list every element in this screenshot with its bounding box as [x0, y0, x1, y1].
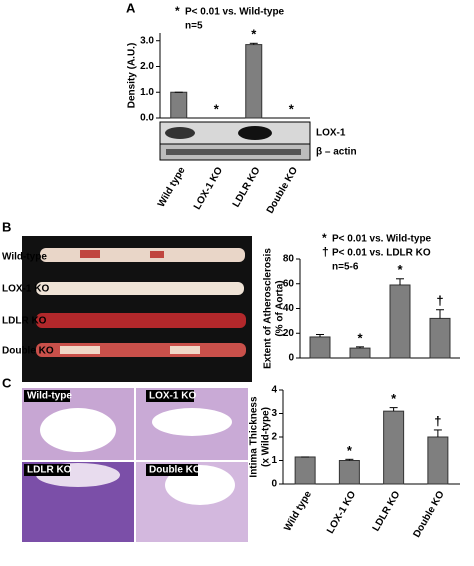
x-tick-label: LDLR KO — [371, 489, 403, 533]
y-tick-label: 20 — [283, 328, 295, 339]
y-tick-label: 60 — [283, 278, 295, 289]
y-tick-label: 4 — [271, 385, 277, 396]
significance-marker: * — [347, 443, 353, 458]
photo-label: Wild-type — [2, 252, 47, 263]
x-tick-label: Wild type — [282, 489, 314, 533]
legend-text: P< 0.01 vs. Wild-type — [332, 234, 432, 245]
y-tick-label: 2 — [271, 432, 277, 443]
bar — [245, 44, 263, 119]
significance-marker: † — [434, 413, 441, 428]
blot-label: LOX-1 — [316, 128, 346, 139]
aorta-strip — [40, 248, 245, 262]
photo-label: LOX-1 KO — [149, 391, 196, 402]
x-tick-label: LOX-1 KO — [325, 489, 358, 536]
lesion — [170, 346, 200, 354]
x-tick-label: LDLR KO — [231, 165, 263, 209]
photo-label: LDLR KO — [27, 465, 72, 476]
aorta-strip — [36, 282, 244, 295]
photo-tag — [24, 390, 70, 402]
band — [238, 126, 272, 140]
y-tick-label: 0 — [271, 479, 277, 490]
x-tick-label: Double KO — [411, 489, 446, 539]
lesion — [150, 251, 164, 258]
band — [165, 127, 195, 139]
legend-text: P< 0.01 vs. LDLR KO — [332, 248, 431, 259]
bar — [389, 284, 411, 359]
histology — [22, 388, 248, 542]
y-tick-label: 2.0 — [140, 61, 154, 72]
legend-text: n=5 — [185, 21, 203, 32]
photo-tag — [146, 464, 198, 476]
legend-text: P< 0.01 vs. Wild-type — [185, 7, 285, 18]
significance-marker: * — [214, 101, 220, 116]
significance-marker: * — [251, 27, 257, 42]
bar — [349, 347, 371, 359]
bar — [338, 460, 360, 485]
photo-label: LDLR KO — [2, 316, 47, 327]
panel-label: C — [2, 375, 12, 390]
y-axis-label: Density (A.U.) — [127, 43, 138, 109]
aorta-strips — [36, 248, 246, 357]
western-blot: LOX-1 β – actin — [159, 121, 357, 161]
bar — [383, 410, 405, 485]
bar — [170, 91, 188, 119]
y-tick-label: 1.0 — [140, 87, 154, 98]
x-tick-label: Double KO — [265, 165, 300, 215]
photo-tag — [24, 464, 70, 476]
y-axis-label: Intima Thickness — [249, 396, 260, 478]
significance-marker: † — [436, 293, 443, 308]
significance-marker: * — [357, 330, 363, 345]
panel-label: A — [126, 0, 136, 15]
photo-label: Double KO — [149, 465, 201, 476]
photo-label: LOX-1 KO — [2, 284, 49, 295]
y-tick-label: 80 — [283, 254, 295, 265]
legend-text: n=5-6 — [332, 262, 359, 273]
photo-label: Double KO — [2, 346, 54, 357]
y-tick-label: 0.0 — [140, 113, 154, 124]
significance-marker: * — [391, 391, 397, 406]
bar — [429, 317, 451, 359]
legend-symbol: * — [175, 4, 180, 18]
y-axis-label: (% of Aorta) — [275, 280, 286, 336]
lesion — [60, 346, 100, 354]
panel-label: B — [2, 219, 11, 234]
bar — [427, 436, 449, 485]
significance-marker: * — [289, 101, 295, 116]
legend-symbol: * — [322, 231, 327, 245]
x-tick-label: LOX-1 KO — [192, 165, 225, 212]
y-tick-label: 3.0 — [140, 35, 154, 46]
blot-label: β – actin — [316, 147, 357, 158]
lesion — [80, 250, 100, 258]
bar — [294, 456, 316, 485]
y-tick-label: 0 — [288, 353, 294, 364]
y-axis-label: Extent of Atherosclerosis — [263, 248, 274, 369]
bar — [309, 336, 331, 359]
y-tick-label: 3 — [271, 408, 277, 419]
band — [166, 149, 301, 155]
aorta-strip — [36, 313, 246, 328]
photo-label: Wild-type — [27, 391, 72, 402]
lumen — [152, 408, 232, 436]
y-axis-label: (x Wild-type) — [261, 407, 272, 467]
y-tick-label: 40 — [283, 303, 295, 314]
y-tick-label: 1 — [271, 455, 277, 466]
photo-tag — [146, 390, 194, 402]
legend-symbol: † — [322, 245, 329, 259]
significance-marker: * — [397, 262, 403, 277]
lumen — [40, 408, 116, 452]
x-tick-label: Wild type — [156, 165, 188, 209]
